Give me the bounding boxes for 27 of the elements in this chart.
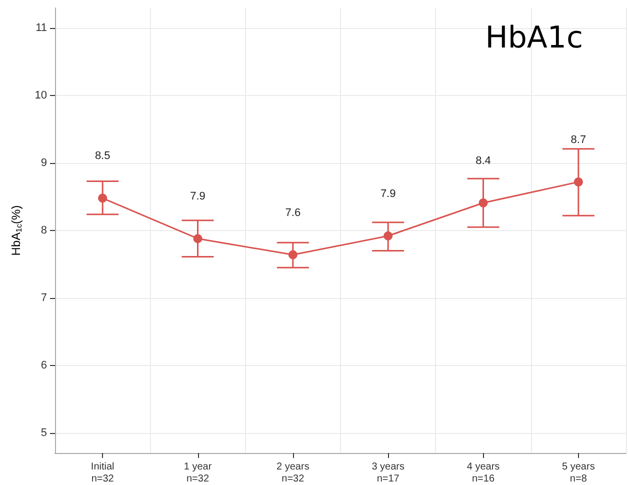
data-label: 8.7 bbox=[570, 134, 586, 146]
y-tick-label: 10 bbox=[34, 90, 47, 102]
x-tick-label: 2 years n=32 bbox=[276, 462, 310, 484]
data-label: 8.5 bbox=[94, 150, 110, 162]
y-tick-label: 5 bbox=[40, 426, 47, 439]
y-tick-label: 11 bbox=[36, 22, 47, 34]
x-tick-label: Initial n=32 bbox=[90, 462, 114, 484]
point bbox=[193, 234, 202, 244]
x-tick-label: 1 year n=32 bbox=[184, 462, 212, 484]
y-axis-title: HbA1c(%) bbox=[9, 205, 24, 256]
chart-title: HbA1c bbox=[485, 20, 584, 56]
data-label: 8.4 bbox=[476, 154, 491, 167]
x-tick-label: 4 years n=16 bbox=[466, 462, 500, 484]
data-label: 7.6 bbox=[285, 206, 301, 219]
x-tick-label: 3 years n=17 bbox=[372, 462, 404, 484]
point bbox=[288, 250, 298, 260]
point bbox=[384, 231, 393, 240]
y-tick-label: 9 bbox=[40, 157, 47, 170]
data-label: 7.9 bbox=[380, 188, 396, 200]
y-tick-label: 6 bbox=[40, 359, 47, 372]
y-tick-label: 8 bbox=[40, 224, 47, 236]
x-tick-label: 5 years n=8 bbox=[562, 462, 595, 484]
y-tick-label: 7 bbox=[40, 292, 47, 304]
point bbox=[574, 177, 583, 186]
point bbox=[478, 198, 488, 208]
point bbox=[98, 194, 108, 203]
data-label: 7.9 bbox=[190, 190, 206, 203]
